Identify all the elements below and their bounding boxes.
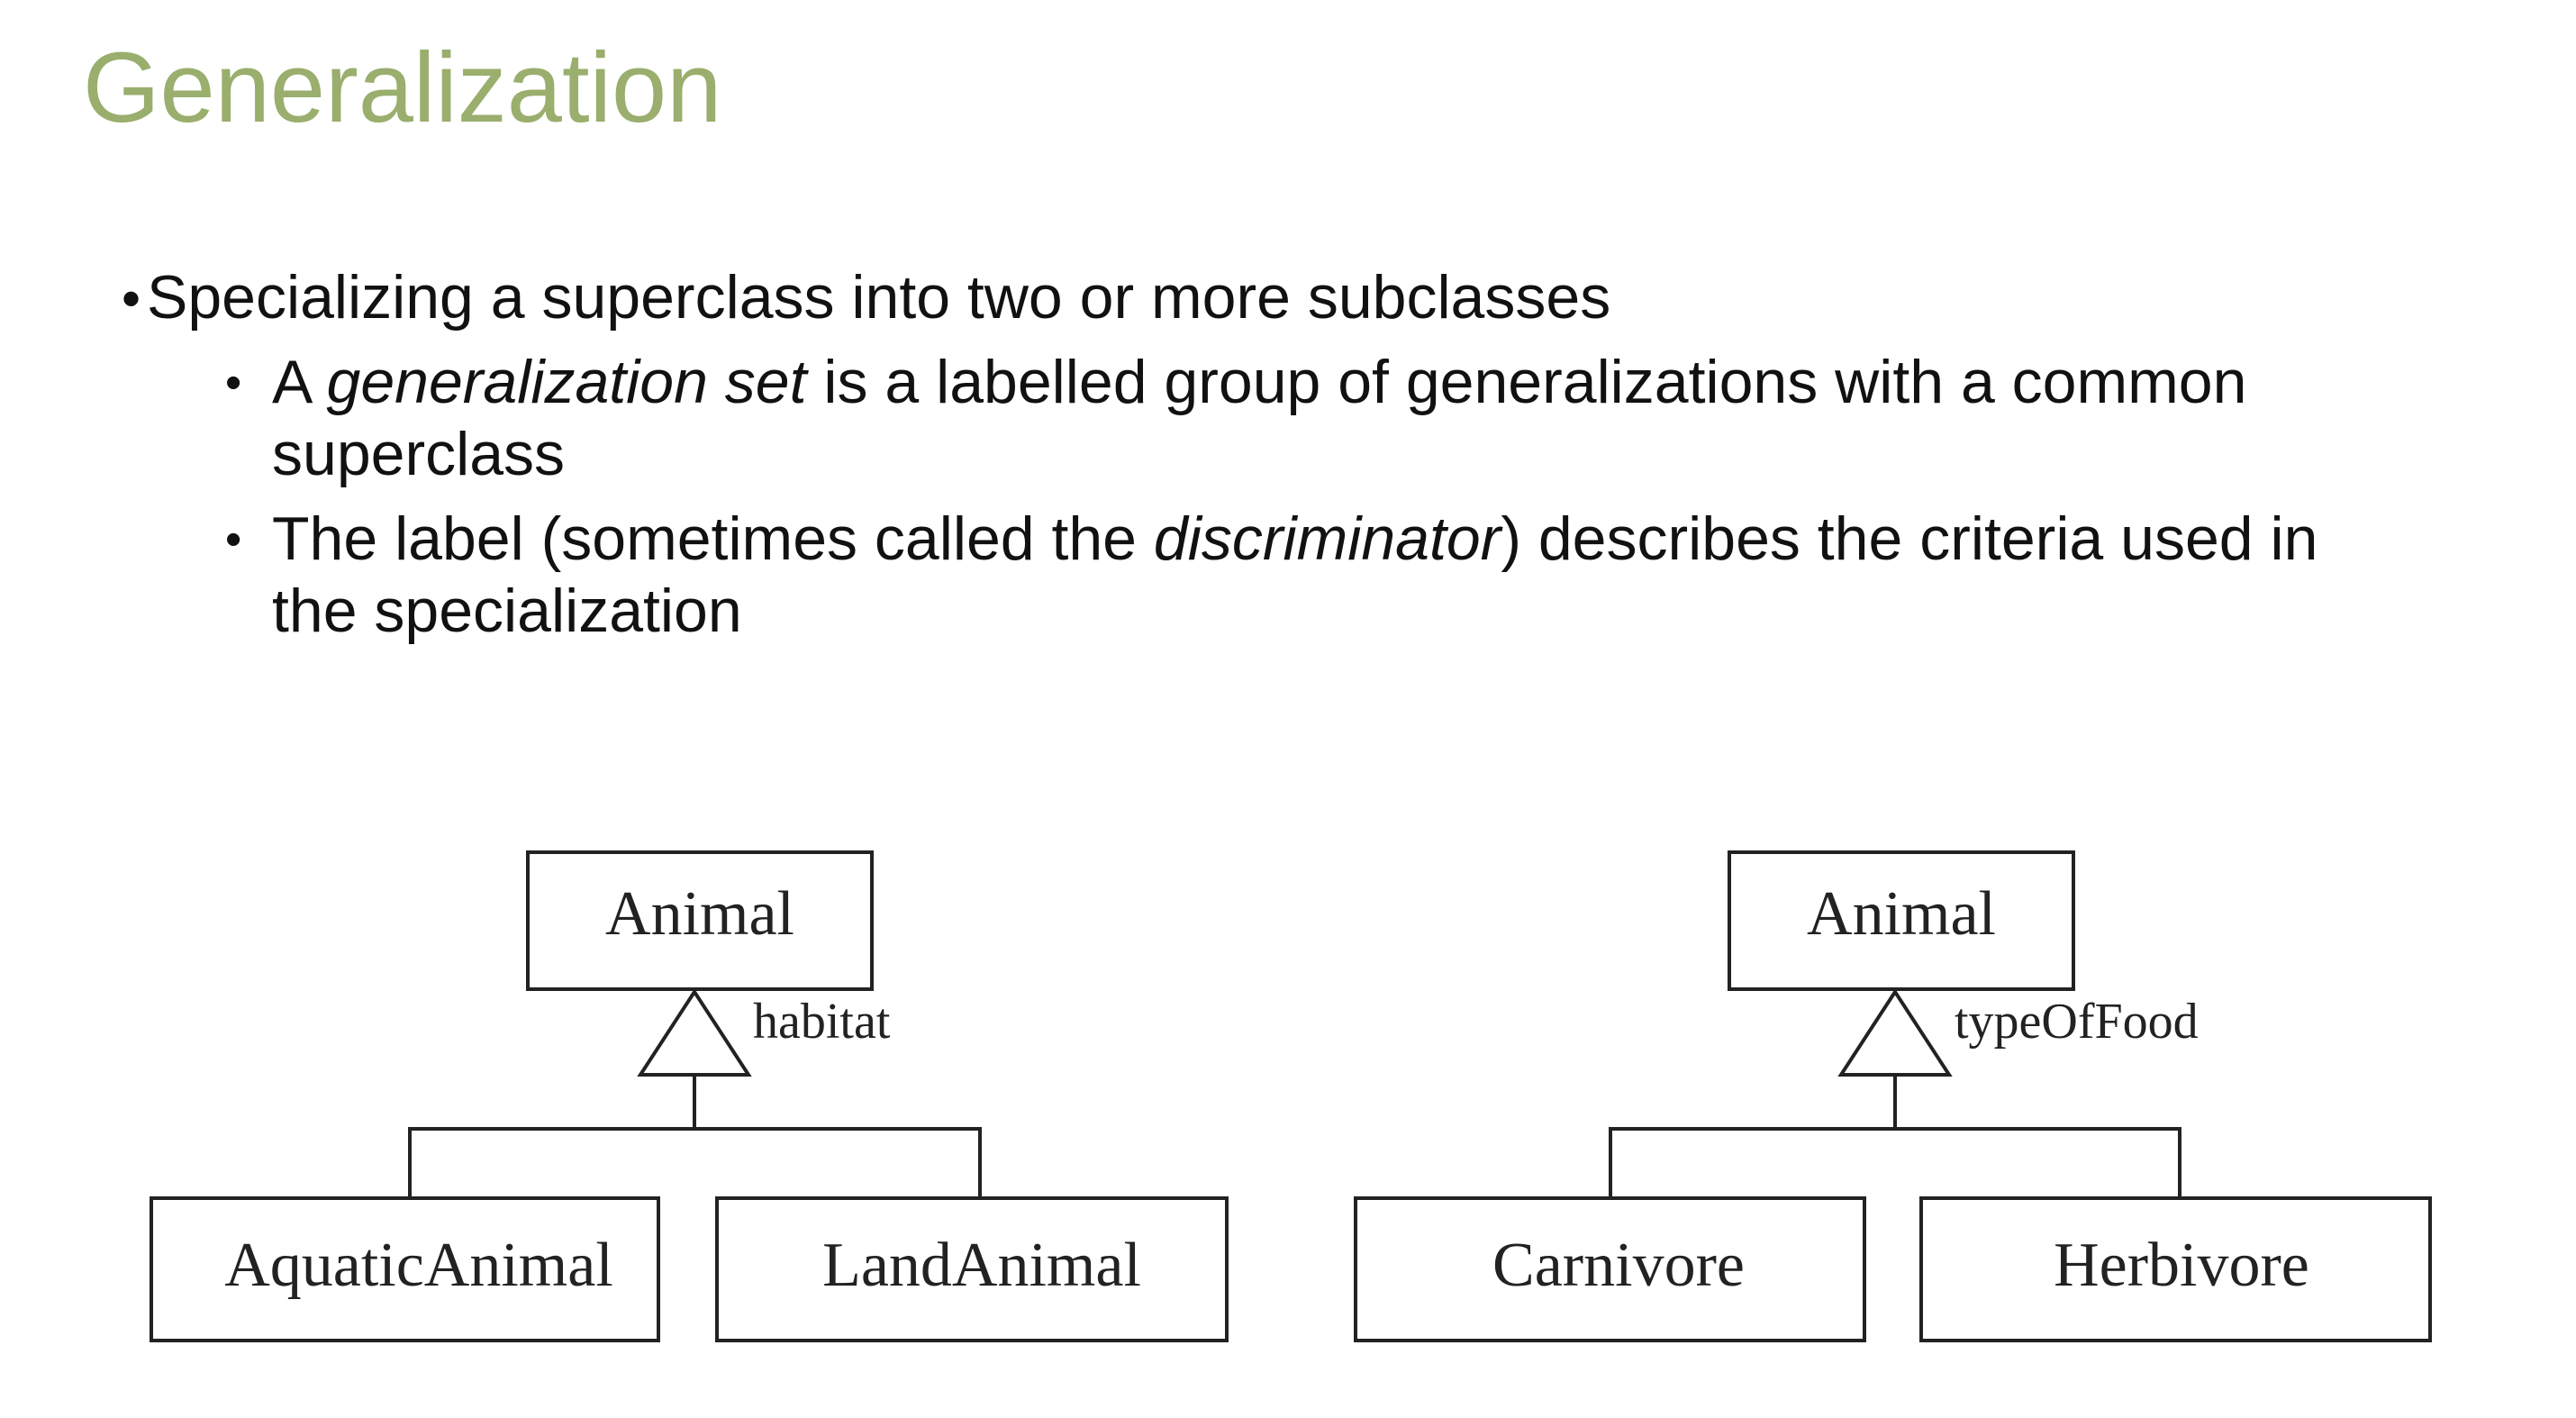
superclass-label: Animal: [1807, 879, 1996, 949]
bullet-marker: •: [122, 268, 141, 329]
superclass-label: Animal: [605, 879, 794, 949]
uml-class-box-subclass: [715, 1196, 1229, 1342]
uml-class-box-superclass: [526, 850, 874, 991]
generalization-triangle-icon: [1837, 988, 1953, 1077]
slide-title: Generalization: [83, 32, 722, 143]
uml-class-box-subclass: [1354, 1196, 1866, 1342]
uml-class-box-superclass: [1728, 850, 2075, 991]
discriminator-term: discriminator: [1153, 504, 1501, 573]
sub-bullet-1-suffix: is a labelled group of generalizations w…: [806, 348, 2247, 416]
uml-diagram-typeoffood: [1354, 850, 2432, 1342]
discriminator-label: typeOfFood: [1955, 994, 2199, 1050]
subclass-label: LandAnimal: [822, 1231, 1141, 1300]
sub-bullet-marker: •: [225, 357, 242, 409]
bullet-main-text: Specializing a superclass into two or mo…: [147, 263, 1611, 332]
generalization-branch: [408, 1127, 982, 1198]
subclass-label: AquaticAnimal: [224, 1231, 613, 1300]
uml-diagram-habitat: [150, 850, 1229, 1342]
discriminator-label: habitat: [753, 994, 891, 1050]
sub-bullet-2-continuation: the specialization: [272, 577, 742, 645]
generalization-triangle-icon: [637, 988, 752, 1077]
generalization-set-term: generalization set: [326, 348, 807, 416]
uml-class-box-subclass: [150, 1196, 660, 1342]
sub-bullet-2-text: The label (sometimes called the discrimi…: [272, 503, 2317, 575]
sub-bullet-marker: •: [225, 514, 242, 566]
sub-bullet-1-text: A generalization set is a labelled group…: [272, 346, 2246, 418]
subclass-label: Herbivore: [2054, 1231, 2309, 1300]
generalization-branch: [1609, 1127, 2181, 1198]
sub-bullet-1-prefix: A: [272, 348, 327, 416]
uml-class-box-subclass: [1919, 1196, 2432, 1342]
sub-bullet-2-suffix: ) describes the criteria used in: [1501, 504, 2318, 573]
sub-bullet-1-continuation: superclass: [272, 420, 566, 488]
subclass-label: Carnivore: [1492, 1231, 1745, 1300]
sub-bullet-2-prefix: The label (sometimes called the: [272, 504, 1154, 573]
